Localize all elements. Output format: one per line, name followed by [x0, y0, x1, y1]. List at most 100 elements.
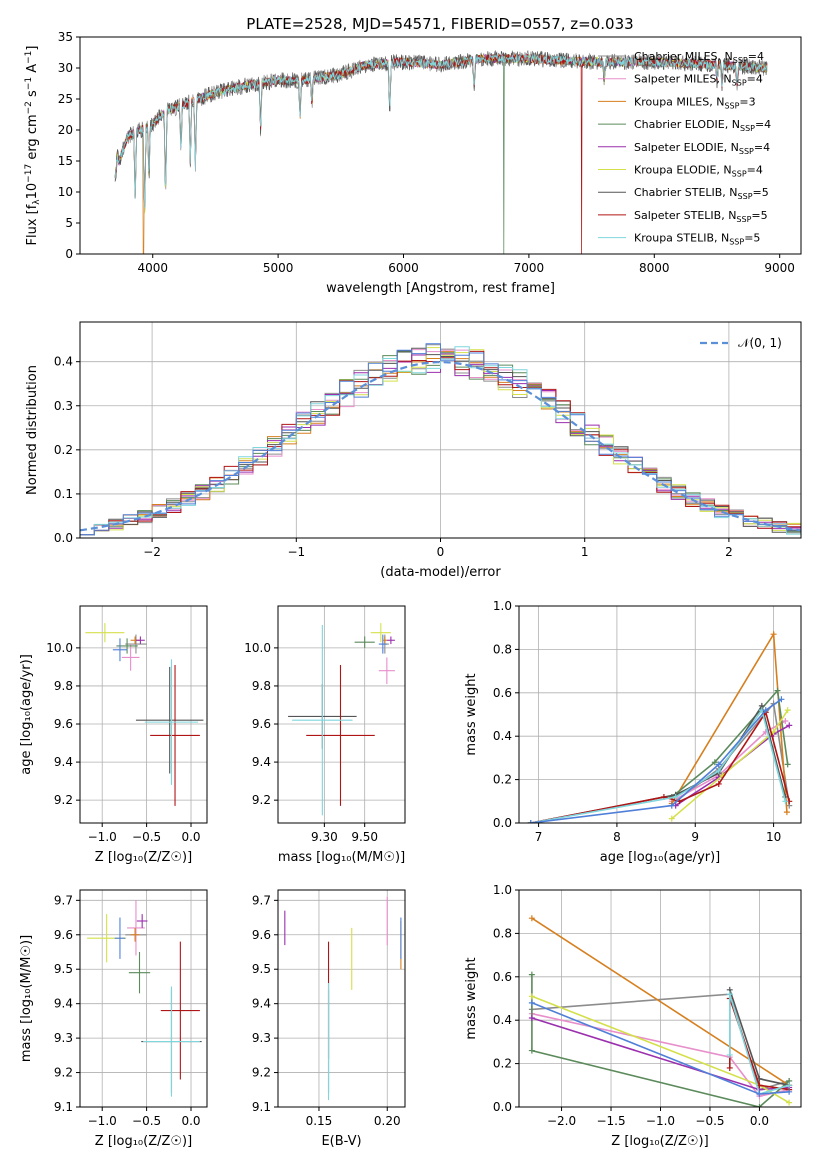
weight-line [671, 631, 788, 813]
axes-frame [277, 889, 406, 1108]
weight-marker [528, 915, 535, 922]
x-tick-label: 10 [766, 830, 781, 844]
weight-marker [782, 718, 789, 725]
y-axis-label-part: −2 [24, 101, 34, 114]
y-tick-label: 9.4 [252, 997, 271, 1011]
y-tick-label: 9.2 [252, 793, 271, 807]
errorbar-point-2 [121, 644, 140, 671]
y-tick-label: 9.6 [54, 717, 73, 731]
weight-series-4 [668, 687, 791, 800]
weight-marker [528, 971, 535, 978]
weight-line [530, 708, 787, 823]
weight-marker [762, 707, 769, 714]
panel-spectrum: 4000 5000 6000 7000 8000 9000 0 5 10 15 20 25 30 35 wa… [24, 30, 802, 296]
legend-label-tail: =3 [739, 95, 755, 108]
axes-frame [79, 889, 208, 1108]
y-tick-label: 10 [58, 185, 73, 199]
y-tick-label: 0.0 [493, 816, 512, 830]
x-tick-label: −1.0 [88, 830, 117, 844]
legend-label-sub: SSP [729, 238, 744, 247]
x-axis-label: wavelength [Angstrom, rest frame] [326, 281, 555, 296]
weight-marker [726, 1051, 733, 1058]
x-tick-label: 6000 [388, 261, 419, 275]
weight-line [530, 698, 782, 823]
weight-marker [770, 631, 777, 638]
legend-label: Chabrier MILES, NSSP=4 [634, 50, 764, 65]
weight-marker [668, 815, 675, 822]
errorbar-point-10 [378, 634, 387, 654]
x-tick-label: −0.5 [132, 1114, 161, 1128]
weight-marker [711, 759, 718, 766]
weight-marker [726, 1064, 733, 1071]
legend-label-sub: SSP [732, 170, 747, 179]
legend-label-main: Chabrier STELIB, N [634, 186, 738, 199]
errorbar-point-10 [114, 917, 126, 959]
x-tick-label: 7 [535, 830, 543, 844]
y-tick-label: 9.2 [54, 1066, 73, 1080]
errorbar-point-8 [150, 665, 200, 806]
weight-line [531, 917, 790, 1086]
y-tick-label: 0.3 [54, 399, 73, 413]
weight-marker [527, 820, 534, 823]
legend-label: Salpeter MILES, NSSP=4 [634, 73, 763, 88]
y-tick-label: 9.5 [54, 962, 73, 976]
legend-label-tail: =4 [747, 164, 763, 177]
weight-line [530, 703, 787, 823]
x-tick-label: −1 [287, 545, 305, 559]
weight-line [729, 993, 790, 1095]
y-axis-label-part: s [25, 90, 40, 101]
weight-marker [786, 1088, 793, 1095]
weight-line [530, 710, 791, 823]
legend-label-main: Kroupa ELODIE, N [634, 164, 732, 177]
weight-series-3 [668, 631, 790, 816]
x-axis-label: (data-model)/error [380, 565, 501, 580]
errorbar-point-3 [130, 927, 140, 942]
y-tick-label: 9.6 [252, 928, 271, 942]
weight-marker [715, 761, 722, 768]
plot-area [519, 890, 801, 1107]
legend-label-sub: SSP [733, 56, 748, 65]
panel-age-vs-Z: −1.0 −0.5 0.0 9.2 9.4 9.6 9.8 10.0 Z [log₁₀(Z/Z☉… [19, 605, 208, 865]
y-tick-label: 15 [58, 154, 73, 168]
normal-reference-curve [80, 360, 801, 532]
x-tick-label: 0.0 [181, 830, 200, 844]
weight-series-8 [527, 709, 793, 823]
y-axis-label-part: ] [25, 46, 40, 51]
errorbar-point-9 [143, 986, 200, 1097]
legend-label-main: Kroupa MILES, N [634, 95, 724, 108]
weight-line [671, 688, 789, 798]
weight-marker [786, 722, 793, 729]
x-tick-label: −1.0 [646, 1114, 675, 1128]
y-axis-label-part: Flux [f [25, 204, 40, 245]
y-tick-label: 10.0 [46, 641, 73, 655]
x-tick-label: −1.0 [88, 1114, 117, 1128]
panel-weight-vs-age: 7 8 9 10 0.0 0.2 0.4 0.6 0.8 1.0 age [log₁₀(age/yr… [464, 599, 802, 865]
weight-series-10 [528, 999, 793, 1097]
weight-marker [756, 1090, 763, 1097]
y-tick-label: 9.8 [252, 679, 271, 693]
errorbar-point-4 [128, 952, 151, 994]
legend-label-main: Chabrier MILES, N [634, 50, 733, 63]
x-tick-label: 1 [581, 545, 589, 559]
y-tick-label: 1.0 [493, 599, 512, 613]
x-axis-label: Z [log₁₀(Z/Z☉)] [611, 1134, 708, 1149]
weight-line [671, 720, 786, 803]
y-axis-label: Flux [fλ10−17 erg cm−2 s−1 A−1] [24, 46, 42, 246]
y-tick-label: 0.2 [54, 443, 73, 457]
y-tick-label: 1.0 [493, 883, 512, 897]
y-axis-label-part: −1 [24, 77, 34, 90]
errorbar-point-10 [112, 638, 128, 662]
weight-line [675, 701, 791, 806]
y-tick-label: 9.5 [252, 962, 271, 976]
y-tick-label: 30 [58, 61, 73, 75]
y-tick-label: 20 [58, 123, 73, 137]
spectrum-series-7 [114, 49, 768, 203]
x-tick-label: 4000 [137, 261, 168, 275]
errorbar-point-6 [85, 623, 125, 643]
y-tick-label: 9.6 [252, 717, 271, 731]
x-tick-label: 8 [613, 830, 621, 844]
axes-frame [79, 605, 208, 824]
x-tick-label: −1.5 [596, 1114, 625, 1128]
y-axis-label: mass [log₁₀(M/M☉)] [19, 935, 34, 1062]
